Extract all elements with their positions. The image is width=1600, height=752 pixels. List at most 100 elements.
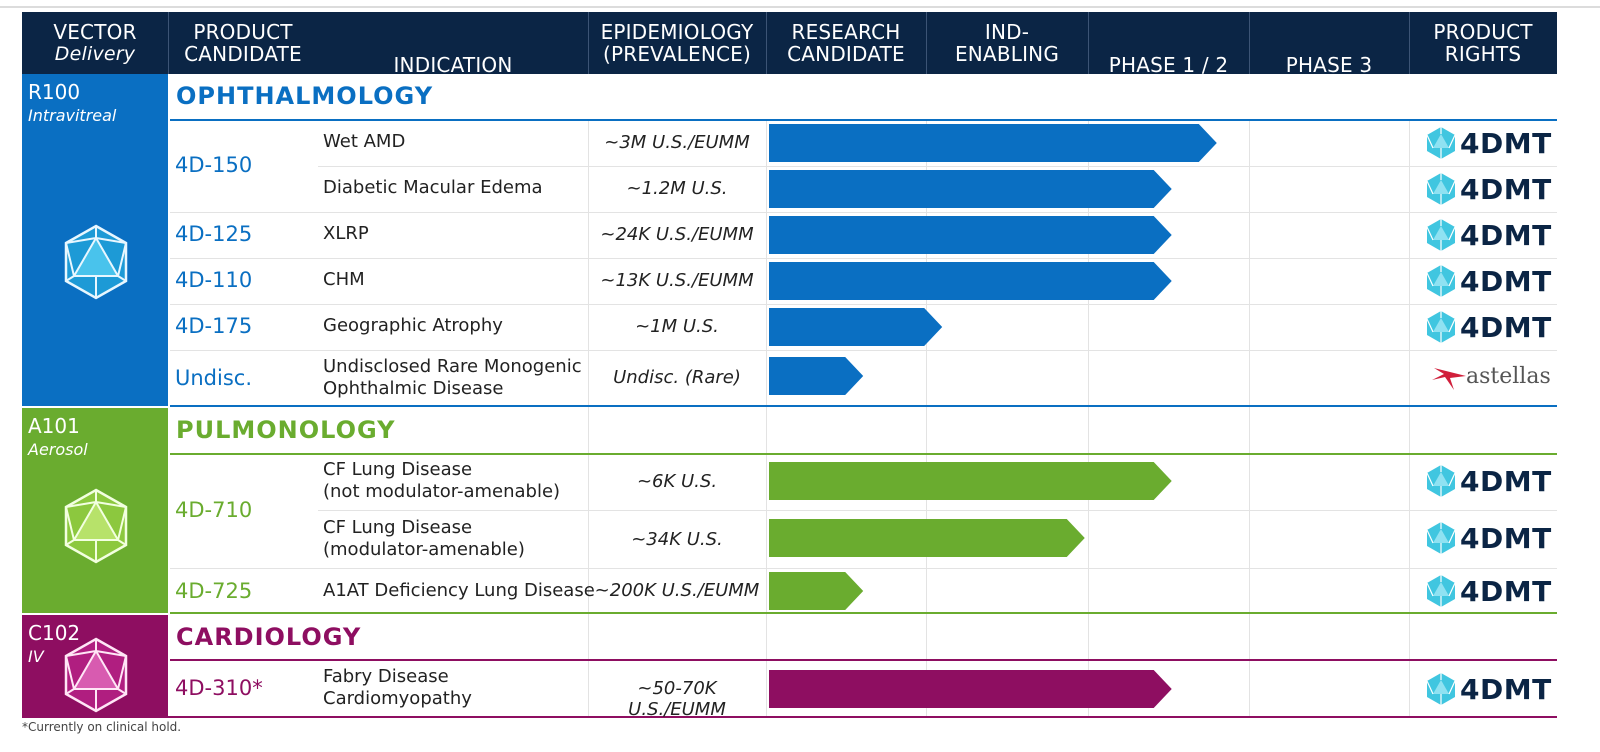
grid-line <box>1249 120 1250 716</box>
vector-route: Aerosol <box>28 440 88 459</box>
progress-bar <box>769 216 1172 254</box>
hexagon-gem-icon <box>1426 673 1456 705</box>
4dmt-logo: 4DMT <box>1426 172 1552 206</box>
area-title-ophthalmology: OPHTHALMOLOGY <box>176 82 434 110</box>
vector-route: Intravitreal <box>28 106 117 125</box>
epi-fabry: ~50-70K U.S./EUMM <box>628 678 726 720</box>
hexagon-gem-icon <box>1426 219 1456 251</box>
4dmt-logo-text: 4DMT <box>1460 574 1552 608</box>
header-indication: INDICATION <box>393 53 513 77</box>
header-epidemiology: EPIDEMIOLOGY (PREVALENCE) <box>600 20 754 66</box>
capsid-icon <box>64 637 128 713</box>
capsid-icon <box>64 488 128 564</box>
indication-fabry: Fabry Disease Cardiomyopathy <box>323 666 472 709</box>
indication-ga: Geographic Atrophy <box>323 315 503 336</box>
row-divider <box>170 304 1557 305</box>
hexagon-gem-icon <box>1426 265 1456 297</box>
area-title-pulmonology: PULMONOLOGY <box>176 416 396 444</box>
4dmt-logo-text: 4DMT <box>1460 126 1552 160</box>
4dmt-logo: 4DMT <box>1426 264 1552 298</box>
vector-panel-c102: C102 IV <box>22 615 168 717</box>
epi-dme: ~1.2M U.S. <box>626 178 728 199</box>
row-divider <box>170 568 1557 569</box>
epi-cf-not-modulator: ~6K U.S. <box>636 471 718 492</box>
header-product-rights: PRODUCT RIGHTS <box>1433 20 1533 66</box>
vector-name: R100 <box>28 80 81 104</box>
epi-ga: ~1M U.S. <box>635 316 719 337</box>
area-rule <box>170 453 1557 455</box>
header-divider <box>766 12 767 74</box>
astellas-logo-text: astellas <box>1466 363 1551 389</box>
candidate-4d-725: 4D-725 <box>175 579 253 603</box>
grid-line <box>766 120 767 716</box>
header-divider <box>1249 12 1250 74</box>
4dmt-logo-text: 4DMT <box>1460 218 1552 252</box>
astellas-logo: astellas <box>1432 362 1551 390</box>
hexagon-gem-icon <box>1426 311 1456 343</box>
indication-xlrp: XLRP <box>323 223 369 244</box>
vector-name: A101 <box>28 414 80 438</box>
4dmt-logo-text: 4DMT <box>1460 464 1552 498</box>
4dmt-logo-text: 4DMT <box>1460 521 1552 555</box>
row-divider <box>318 166 1557 167</box>
progress-bar <box>769 357 864 395</box>
candidate-4d-110: 4D-110 <box>175 268 253 292</box>
4dmt-logo-text: 4DMT <box>1460 264 1552 298</box>
epi-chm: ~13K U.S./EUMM <box>600 270 754 291</box>
area-rule <box>170 119 1557 121</box>
progress-bar <box>769 572 864 610</box>
header-divider <box>168 12 169 74</box>
epi-undisclosed: Undisc. (Rare) <box>613 367 741 388</box>
epi-xlrp: ~24K U.S./EUMM <box>600 224 754 245</box>
4dmt-logo: 4DMT <box>1426 521 1552 555</box>
4dmt-logo-text: 4DMT <box>1460 172 1552 206</box>
indication-cf-modulator: CF Lung Disease (modulator-amenable) <box>323 517 525 560</box>
area-rule <box>170 612 1557 614</box>
epi-a1at: ~200K U.S./EUMM <box>594 580 760 601</box>
hexagon-gem-icon <box>1426 173 1456 205</box>
progress-bar <box>769 124 1217 162</box>
header-divider <box>926 12 927 74</box>
hexagon-gem-icon <box>1426 127 1456 159</box>
candidate-4d-310: 4D-310* <box>175 676 263 700</box>
progress-bar <box>769 262 1172 300</box>
4dmt-logo: 4DMT <box>1426 672 1552 706</box>
header-research-candidate: RESEARCH CANDIDATE <box>787 20 905 66</box>
header-divider <box>588 12 589 74</box>
vector-panel-r100: R100 Intravitreal <box>22 74 168 406</box>
row-divider <box>318 510 1557 511</box>
header-divider <box>1088 12 1089 74</box>
candidate-4d-125: 4D-125 <box>175 222 253 246</box>
grid-line <box>1409 120 1410 716</box>
top-rule <box>0 6 1600 8</box>
4dmt-logo: 4DMT <box>1426 574 1552 608</box>
header-divider <box>1409 12 1410 74</box>
vector-panel-a101: A101 Aerosol <box>22 408 168 613</box>
candidate-4d-710: 4D-710 <box>175 498 253 522</box>
hexagon-gem-icon <box>1426 522 1456 554</box>
candidate-4d-150: 4D-150 <box>175 153 253 177</box>
indication-dme: Diabetic Macular Edema <box>323 177 543 198</box>
vector-route: IV <box>28 647 44 666</box>
progress-bar <box>769 519 1085 557</box>
indication-chm: CHM <box>323 269 365 290</box>
indication-cf-not-modulator: CF Lung Disease (not modulator-amenable) <box>323 459 561 502</box>
area-title-cardiology: CARDIOLOGY <box>176 623 362 651</box>
4dmt-logo: 4DMT <box>1426 218 1552 252</box>
area-rule <box>22 716 1557 718</box>
indication-undisclosed: Undisclosed Rare Monogenic Ophthalmic Dis… <box>323 356 582 399</box>
4dmt-logo-text: 4DMT <box>1460 672 1552 706</box>
epi-wet-amd: ~3M U.S./EUMM <box>604 132 750 153</box>
hexagon-gem-icon <box>1426 465 1456 497</box>
progress-bar <box>769 462 1172 500</box>
hexagon-gem-icon <box>1426 575 1456 607</box>
4dmt-logo: 4DMT <box>1426 464 1552 498</box>
header-vector: VECTOR Delivery <box>53 20 137 65</box>
header-product-candidate: PRODUCT CANDIDATE <box>184 20 302 66</box>
indication-a1at: A1AT Deficiency Lung Disease <box>323 580 595 601</box>
header-ind-enabling: IND- ENABLING <box>954 20 1060 66</box>
grid-line <box>1088 120 1089 716</box>
progress-bar <box>769 670 1172 708</box>
capsid-icon <box>64 224 128 300</box>
astellas-star-icon <box>1432 368 1466 390</box>
